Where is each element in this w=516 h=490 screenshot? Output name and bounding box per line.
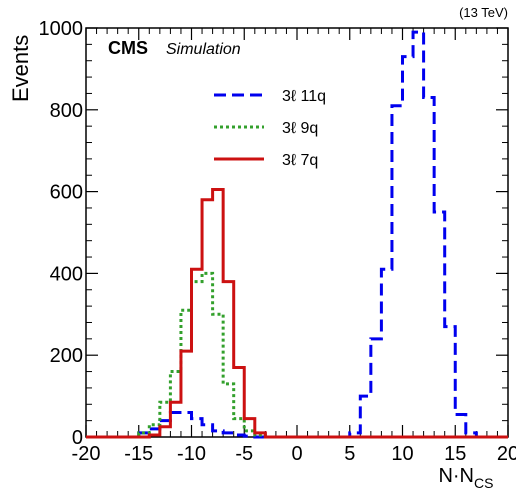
experiment-label: CMS [108,38,148,58]
x-tick-label: -20 [72,443,101,465]
series-line-39q [86,271,508,439]
y-tick-label: 400 [50,263,83,285]
x-tick-label: 20 [497,443,516,465]
legend-label-37q: 3ℓ 7q [282,152,318,169]
energy-label: (13 TeV) [459,5,508,20]
legend-label-39q: 3ℓ 9q [282,120,318,137]
y-axis-label: Events [8,35,33,102]
status-label: Simulation [166,41,241,58]
x-tick-label: 15 [444,443,466,465]
x-tick-label: -15 [124,443,153,465]
y-axis-ticks: 0 200 400 600 800 1000 [39,18,508,449]
y-tick-label: 1000 [39,18,84,40]
x-tick-label: 5 [344,443,355,465]
y-tick-label: 600 [50,182,83,204]
y-tick-label: 0 [72,427,83,449]
x-tick-label: 10 [391,443,413,465]
y-tick-label: 800 [50,100,83,122]
legend-label-311q: 3ℓ 11q [282,88,326,105]
x-tick-label: -10 [177,443,206,465]
x-tick-label: 0 [291,443,302,465]
x-axis-label-subscript: CS [474,475,493,490]
x-axis-label: N·N [438,465,474,487]
legend: 3ℓ 11q 3ℓ 9q 3ℓ 7q [214,88,326,169]
series-line-37q [86,188,508,439]
x-tick-label: -5 [235,443,253,465]
series-layer [86,30,508,439]
y-tick-label: 200 [50,345,83,367]
